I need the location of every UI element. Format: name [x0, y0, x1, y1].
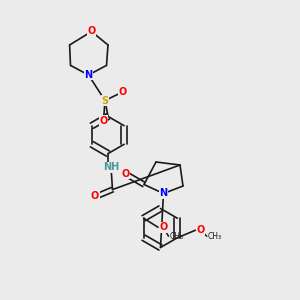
Text: NH: NH [103, 162, 119, 172]
Text: O: O [118, 87, 127, 97]
Text: CH₃: CH₃ [169, 232, 184, 241]
Text: N: N [84, 70, 93, 80]
Text: O: O [159, 222, 167, 232]
Text: O: O [99, 116, 108, 126]
Text: S: S [101, 95, 109, 106]
Text: O: O [197, 225, 205, 235]
Text: N: N [159, 188, 168, 199]
Text: O: O [121, 169, 130, 179]
Text: O: O [91, 190, 99, 201]
Text: O: O [87, 26, 96, 37]
Text: CH₃: CH₃ [208, 232, 222, 241]
